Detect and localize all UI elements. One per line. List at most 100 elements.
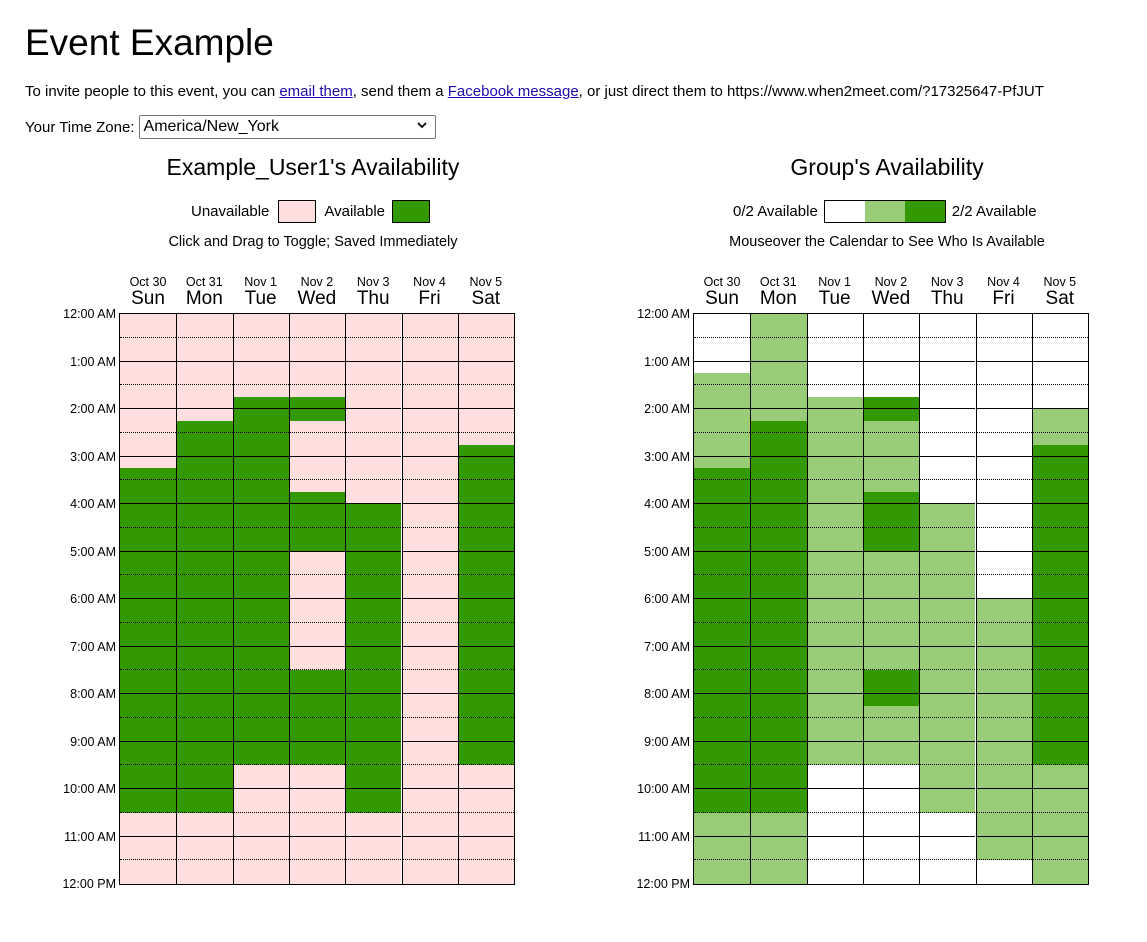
user-time-slot[interactable] [176,444,233,457]
user-time-slot[interactable] [288,705,346,718]
user-time-slot[interactable] [401,325,458,338]
user-time-slot[interactable] [176,741,233,754]
user-time-slot[interactable] [176,705,233,718]
user-time-slot[interactable] [457,314,515,326]
user-time-slot[interactable] [232,420,289,433]
email-link[interactable]: email them [279,83,353,100]
user-time-slot[interactable] [120,765,177,778]
user-time-slot[interactable] [232,325,289,338]
user-time-slot[interactable] [457,848,515,861]
user-time-slot[interactable] [288,729,346,742]
user-time-slot[interactable] [120,741,177,754]
user-time-slot[interactable] [345,717,402,730]
user-time-slot[interactable] [288,812,346,825]
user-time-slot[interactable] [288,717,346,730]
user-time-slot[interactable] [401,622,458,635]
user-time-slot[interactable] [232,575,289,588]
user-time-slot[interactable] [120,575,177,588]
user-time-slot[interactable] [457,694,515,706]
user-time-slot[interactable] [288,325,346,338]
user-time-slot[interactable] [288,836,346,849]
user-time-slot[interactable] [176,314,233,326]
user-time-slot[interactable] [401,492,458,504]
user-time-slot[interactable] [232,337,289,350]
user-time-slot[interactable] [345,872,402,884]
user-time-slot[interactable] [345,420,402,433]
user-time-slot[interactable] [457,634,515,647]
user-time-slot[interactable] [457,456,515,469]
user-time-slot[interactable] [176,361,233,374]
user-time-slot[interactable] [401,599,458,611]
user-time-slot[interactable] [401,705,458,718]
user-time-slot[interactable] [401,741,458,754]
user-time-slot[interactable] [401,800,458,813]
user-time-slot[interactable] [288,860,346,873]
user-time-slot[interactable] [288,824,346,837]
user-time-slot[interactable] [401,694,458,706]
user-time-slot[interactable] [345,860,402,873]
user-time-slot[interactable] [120,824,177,837]
user-time-slot[interactable] [345,812,402,825]
user-time-slot[interactable] [345,705,402,718]
user-time-slot[interactable] [232,539,289,552]
user-time-slot[interactable] [288,456,346,469]
user-time-slot[interactable] [120,836,177,849]
user-time-slot[interactable] [232,610,289,623]
user-time-slot[interactable] [457,717,515,730]
user-time-slot[interactable] [176,397,233,409]
user-time-slot[interactable] [176,694,233,706]
user-time-slot[interactable] [120,717,177,730]
user-time-slot[interactable] [120,492,177,504]
user-time-slot[interactable] [176,480,233,493]
user-time-slot[interactable] [457,682,515,694]
user-time-slot[interactable] [288,753,346,766]
user-time-slot[interactable] [457,325,515,338]
user-time-slot[interactable] [401,563,458,576]
user-time-slot[interactable] [345,587,402,599]
user-time-slot[interactable] [232,872,289,884]
user-time-slot[interactable] [457,729,515,742]
user-time-slot[interactable] [232,515,289,528]
user-time-slot[interactable] [232,432,289,445]
user-time-slot[interactable] [288,610,346,623]
user-time-slot[interactable] [345,610,402,623]
user-time-slot[interactable] [120,349,177,362]
user-time-slot[interactable] [345,480,402,493]
user-time-slot[interactable] [401,670,458,683]
user-time-slot[interactable] [232,705,289,718]
user-time-slot[interactable] [457,622,515,635]
user-time-slot[interactable] [120,456,177,469]
user-time-slot[interactable] [232,492,289,504]
user-time-slot[interactable] [288,800,346,813]
user-time-slot[interactable] [288,361,346,374]
user-time-slot[interactable] [232,504,289,516]
user-time-slot[interactable] [232,599,289,611]
user-time-slot[interactable] [345,551,402,564]
user-time-slot[interactable] [288,622,346,635]
user-time-slot[interactable] [232,480,289,493]
user-time-slot[interactable] [176,551,233,564]
user-time-slot[interactable] [288,789,346,801]
user-time-slot[interactable] [457,420,515,433]
user-time-slot[interactable] [401,836,458,849]
user-time-slot[interactable] [457,575,515,588]
user-time-slot[interactable] [457,563,515,576]
user-time-slot[interactable] [176,587,233,599]
user-time-slot[interactable] [176,670,233,683]
user-time-slot[interactable] [120,800,177,813]
user-time-slot[interactable] [345,468,402,481]
user-time-slot[interactable] [120,444,177,457]
user-time-slot[interactable] [120,705,177,718]
user-time-slot[interactable] [288,515,346,528]
user-time-slot[interactable] [401,456,458,469]
user-time-slot[interactable] [232,634,289,647]
user-time-slot[interactable] [457,836,515,849]
user-time-slot[interactable] [345,777,402,789]
user-time-slot[interactable] [288,314,346,326]
user-time-slot[interactable] [345,539,402,552]
user-time-slot[interactable] [345,741,402,754]
user-time-slot[interactable] [120,610,177,623]
user-time-slot[interactable] [288,432,346,445]
user-time-slot[interactable] [288,848,346,861]
user-time-slot[interactable] [120,812,177,825]
